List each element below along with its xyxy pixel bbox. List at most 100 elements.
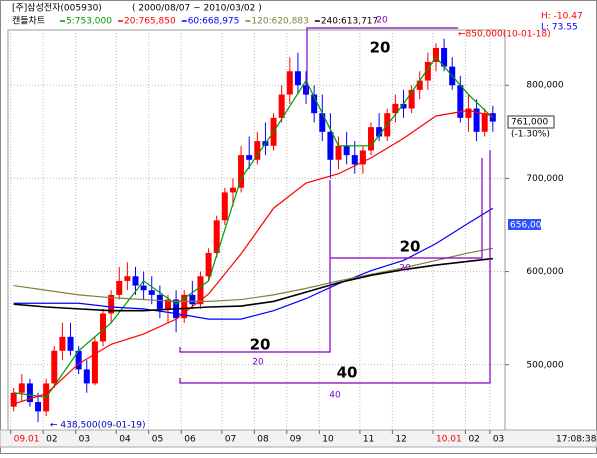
annotation-big: 20 [370,39,391,57]
candle-body [140,285,147,291]
candle-body [205,252,212,277]
candle-body [67,336,74,351]
x-tick-label: 10 [322,435,334,445]
x-tick-label: 05 [152,435,163,445]
candle-body [213,220,220,253]
x-tick-label: 02 [46,435,57,445]
candle-body [124,276,131,281]
annotation-line [179,180,331,353]
y-tick-label: 700,000 [526,174,563,184]
candle-body [18,383,25,393]
candle-body [343,145,350,156]
candle-body [457,85,464,118]
candle-body [83,369,90,384]
candle-body [481,113,488,132]
legend-label: 120:620,883 [251,17,308,27]
ma-line [13,257,493,312]
candle-body [278,94,285,118]
candle-body [376,127,383,137]
time-label: 17:08:38 [556,435,597,445]
high-label: H: -10.47 [541,12,583,22]
x-tick-label: 07 [225,435,236,445]
candle-body [392,103,399,114]
x-tick-label: 09 [290,435,302,445]
annotation-line [179,150,491,384]
annotation-line [306,27,458,95]
y-tick-label: 800,000 [526,81,563,91]
x-tick-label: 03 [493,435,504,445]
annotation-small: 20 [252,358,264,368]
annotation-big: 20 [250,336,271,354]
annotations: 20 20 20 20 20 20 40 40 [179,16,491,401]
candle-body [108,294,115,314]
candle-body [294,71,301,86]
candle-body [91,341,98,384]
candle-body [368,127,375,151]
candle-body [424,61,431,81]
x-tick-label: 12 [395,435,406,445]
candle-body [441,47,448,67]
x-tick-label: 11 [363,435,374,445]
x-axis-strip [0,429,597,448]
ma60-label: 656,000 [510,221,547,231]
y-tick-label: 600,000 [526,267,563,277]
chart-title: [주]삼성전자(005930) [12,3,102,14]
legend-label: 5:753,000 [66,17,112,27]
candle-body [59,336,66,351]
low-annotation: ← 438,500(09-01-19) [50,421,146,431]
x-tick-label: 09.01 [14,435,40,445]
candle-body [10,392,17,407]
candle-body [351,155,358,165]
ma60-box [508,219,541,230]
low-label: L: 73.55 [541,23,578,33]
candle-body [335,145,342,160]
change-label: (-1.30%) [511,130,550,140]
candle-body [116,280,123,295]
candle-body [327,131,334,160]
annotation-small: 20 [376,16,388,26]
ma-line [13,109,493,405]
candle-body [189,294,196,305]
candle-body [51,350,58,384]
ma-line [13,56,494,399]
y-tick-label: 500,000 [526,360,563,370]
candle-body [408,89,415,109]
annotation-big: 20 [400,238,421,256]
legend-title: 캔들차트 [12,15,45,27]
legend-label: 240:613,717 [321,17,378,27]
candle-body [132,276,139,286]
candle-body [148,290,155,295]
x-tick-label: 08 [257,435,269,445]
x-tick-label: 04 [119,435,131,445]
annotation-small: 20 [399,264,411,274]
candle-body [35,402,42,412]
candle-body [100,313,107,342]
candle-body [416,80,423,90]
annotation-big: 40 [337,364,358,382]
candle-body [311,94,318,114]
candle-body [238,155,245,188]
candle-body [359,150,366,165]
candle-body [254,141,261,160]
chart-subtitle: ( 2000/08/07 ~ 2010/03/02 ) [132,4,262,14]
candle-body [221,192,228,221]
candle-body [181,294,188,319]
x-tick-label: 10.01 [436,435,462,445]
price-box [507,115,555,129]
candle-body [319,113,326,132]
candle-body [432,47,439,62]
candle-body [400,103,407,109]
candle-body [156,294,163,309]
candle-body [164,299,171,309]
candle-body [286,71,293,95]
current-price-label: 761,000 [511,118,548,128]
ma-line [13,207,494,320]
x-tick-label: 02 [468,435,479,445]
ma-line [13,247,493,303]
candle-body [229,187,236,193]
x-tick-label: 03 [79,435,90,445]
candle-body [303,85,310,95]
candle-body [197,276,204,305]
